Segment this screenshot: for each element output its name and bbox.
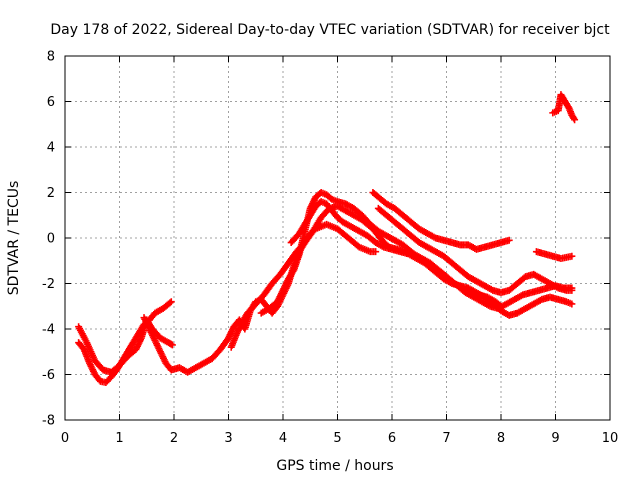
data-point [167,298,175,306]
series-track-8 [374,204,576,297]
data-point [505,236,513,244]
data-point [570,114,578,122]
x-tick-label: 2 [170,431,178,446]
x-tick-label: 1 [115,431,123,446]
series-track-2 [75,298,175,386]
chart-title: Day 178 of 2022, Sidereal Day-to-day VTE… [50,22,610,38]
data-series [75,91,579,386]
y-tick-label: -6 [42,368,55,383]
series-track-9 [532,248,576,262]
data-point [568,286,576,294]
x-tick-label: 7 [442,431,450,446]
x-tick-label: 9 [551,431,559,446]
data-point [568,300,576,308]
x-tick-label: 4 [279,431,287,446]
x-tick-label: 5 [333,431,341,446]
data-point [571,116,579,124]
y-tick-label: 8 [47,50,55,65]
x-tick-label: 0 [61,431,69,446]
axis-ticks: 0 1 2 3 4 5 6 7 8 9 10 8 6 4 2 0 -2 -4 -6 -8 [42,50,618,447]
y-tick-label: 6 [47,95,55,110]
data-point [568,252,576,260]
y-tick-label: 4 [47,141,55,156]
y-tick-label: -4 [42,323,55,338]
series-track-7 [369,189,513,253]
data-point [166,299,174,307]
series-track-10 [549,91,579,124]
y-tick-label: -8 [42,414,55,429]
x-axis-title: GPS time / hours [276,458,393,474]
x-tick-label: 8 [497,431,505,446]
y-tick-label: -2 [42,277,55,292]
y-tick-label: 2 [47,186,55,201]
y-axis-title: SDTVAR / TECUs [6,181,22,296]
x-tick-label: 6 [388,431,396,446]
data-point [372,248,380,256]
data-point [168,341,176,349]
x-tick-label: 10 [602,431,619,446]
x-tick-label: 3 [224,431,232,446]
data-point [289,267,297,275]
y-tick-label: 0 [47,232,55,247]
